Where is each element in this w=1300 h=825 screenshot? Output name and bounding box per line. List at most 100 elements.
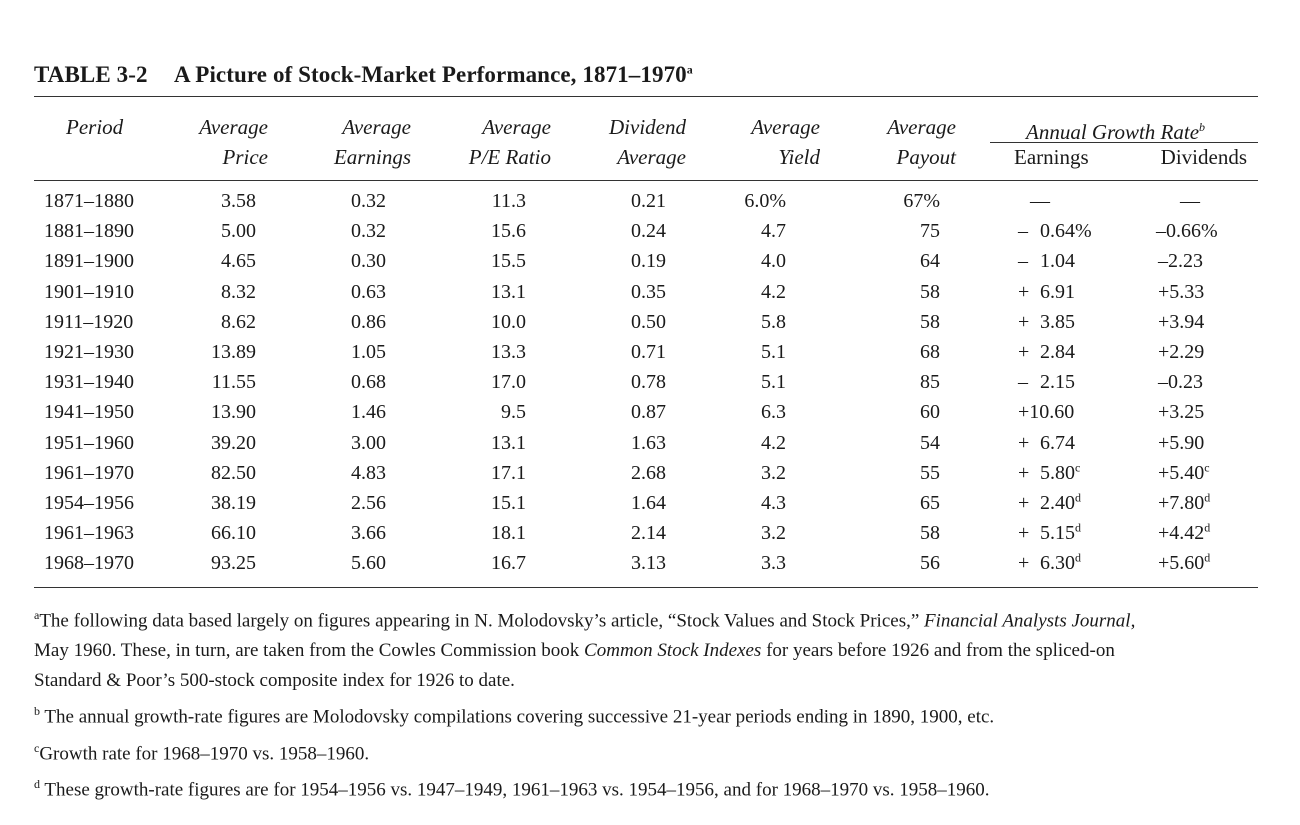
header-period-label: Period bbox=[66, 115, 124, 139]
cell-pe: 15.5 bbox=[491, 250, 526, 273]
cell-earnings-growth-sign: + bbox=[1018, 552, 1030, 575]
cell-earnings-growth-value: 3.85 bbox=[1040, 310, 1075, 333]
cell-earnings-growth-note: d bbox=[1075, 490, 1081, 505]
cell-dividend-growth-value: +3.94 bbox=[1158, 310, 1205, 333]
table-row: 1921–1930 13.89 1.05 13.3 0.71 5.1 68 +2.84 +2.2… bbox=[0, 337, 1300, 367]
header-growth-earnings: Earnings bbox=[1014, 142, 1089, 172]
cell-dividend: 1.64 bbox=[631, 492, 666, 514]
cell-dividend-growth: +2.29 bbox=[1158, 337, 1204, 367]
cell-payout: 64 bbox=[920, 250, 940, 273]
cell-earnings: 5.60 bbox=[351, 552, 386, 575]
cell-dividend: 0.19 bbox=[631, 250, 666, 273]
cell-earnings: 3.66 bbox=[351, 522, 386, 545]
cell-yield: 5.8 bbox=[761, 310, 786, 333]
cell-earnings-growth-value: 2.84 bbox=[1040, 341, 1075, 363]
header-payout-line1: Average bbox=[887, 115, 956, 139]
cell-dividend: 0.71 bbox=[631, 341, 666, 363]
cell-pe: 17.0 bbox=[491, 371, 526, 394]
cell-pe: 17.1 bbox=[491, 461, 526, 484]
cell-period: 1871–1880 bbox=[44, 190, 134, 212]
cell-earnings-growth: 6.30d bbox=[1040, 548, 1081, 578]
cell-earnings-growth: 2.40d bbox=[1040, 488, 1081, 518]
header-price-line1: Average bbox=[199, 115, 268, 139]
cell-earnings-growth: 0.64% bbox=[1040, 216, 1092, 246]
cell-dividend-growth-note: d bbox=[1204, 520, 1211, 535]
header-dividend-line2: Average bbox=[617, 145, 686, 169]
table-row: 1891–1900 4.65 0.30 15.5 0.19 4.0 64 –1.04 –2.23 bbox=[0, 246, 1300, 276]
cell-earnings-growth-value: 2.15 bbox=[1040, 371, 1075, 394]
cell-earnings-growth-sign: + bbox=[1018, 492, 1030, 514]
table-title: TABLE 3-2 A Picture of Stock-Market Perfo… bbox=[34, 62, 693, 88]
cell-dividend-growth: +4.42d bbox=[1158, 518, 1210, 548]
cell-earnings-growth: 6.74 bbox=[1040, 428, 1075, 458]
cell-price: 11.55 bbox=[211, 371, 256, 394]
cell-price: 39.20 bbox=[211, 431, 256, 454]
cell-period: 1941–1950 bbox=[44, 401, 134, 424]
cell-price: 13.89 bbox=[211, 341, 256, 363]
cell-dividend-growth-value: +5.40 bbox=[1158, 461, 1205, 484]
cell-payout: 58 bbox=[920, 280, 940, 303]
footnote-a-text2: May 1960. These, in turn, are taken from… bbox=[34, 640, 585, 662]
cell-earnings-growth: 3.85 bbox=[1040, 307, 1075, 337]
cell-earnings: 0.68 bbox=[351, 371, 386, 394]
cell-dividend: 1.63 bbox=[631, 431, 666, 454]
cell-dividend-growth: +7.80d bbox=[1158, 488, 1210, 518]
cell-earnings: 3.00 bbox=[351, 431, 386, 454]
cell-earnings: 1.46 bbox=[351, 401, 386, 424]
cell-dividend: 0.78 bbox=[631, 371, 666, 394]
header-rule bbox=[34, 180, 1258, 181]
top-rule bbox=[34, 96, 1258, 97]
cell-earnings-growth-value: 5.80 bbox=[1040, 461, 1075, 484]
cell-price: 8.62 bbox=[221, 310, 256, 333]
cell-dividend-growth-value: +3.25 bbox=[1158, 401, 1205, 424]
cell-dividend-growth-value: +5.90 bbox=[1158, 431, 1205, 454]
cell-dividend-growth: +5.90 bbox=[1158, 428, 1204, 458]
cell-period: 1891–1900 bbox=[44, 250, 134, 273]
cell-earnings-growth-value: 0.64% bbox=[1040, 220, 1092, 243]
table-row: 1871–1880 3.58 0.32 11.3 0.21 6.0% 67% — — bbox=[0, 186, 1300, 216]
cell-dividend: 0.35 bbox=[631, 280, 666, 303]
cell-dividend: 2.68 bbox=[631, 461, 666, 484]
cell-yield: 4.7 bbox=[761, 220, 786, 243]
footnote-c-marker: c bbox=[34, 740, 40, 755]
cell-period: 1911–1920 bbox=[44, 310, 134, 333]
header-pe-line1: Average bbox=[482, 115, 551, 139]
footnote-a-line3: Standard & Poor’s 500-stock composite in… bbox=[34, 670, 515, 692]
cell-earnings-growth-value: — bbox=[1030, 190, 1050, 212]
cell-price: 8.32 bbox=[221, 280, 256, 303]
cell-period: 1951–1960 bbox=[44, 431, 134, 454]
cell-pe: 13.3 bbox=[491, 341, 526, 363]
cell-yield: 3.3 bbox=[761, 552, 786, 575]
cell-earnings: 2.56 bbox=[351, 492, 386, 514]
cell-price: 4.65 bbox=[221, 250, 256, 273]
cell-pe: 10.0 bbox=[491, 310, 526, 333]
header-yield-line2: Yield bbox=[778, 145, 820, 169]
cell-pe: 11.3 bbox=[491, 190, 526, 212]
footnote-d-marker: d bbox=[34, 776, 40, 791]
cell-earnings-growth: — bbox=[1030, 186, 1050, 216]
cell-earnings-growth-note: c bbox=[1075, 460, 1081, 475]
cell-dividend-growth: +3.94 bbox=[1158, 307, 1204, 337]
cell-pe: 18.1 bbox=[491, 522, 526, 545]
cell-yield: 4.0 bbox=[761, 250, 786, 273]
cell-price: 82.50 bbox=[211, 461, 256, 484]
table-row: 1941–1950 13.90 1.46 9.5 0.87 6.3 60 +10.60 +3.2… bbox=[0, 397, 1300, 427]
header-growth-marker: b bbox=[1199, 120, 1206, 134]
cell-earnings-growth-sign: + bbox=[1018, 310, 1030, 333]
cell-payout: 55 bbox=[920, 461, 940, 484]
header-payout-line2: Payout bbox=[896, 145, 956, 169]
cell-earnings-growth: 5.15d bbox=[1040, 518, 1081, 548]
cell-earnings-growth: 5.80c bbox=[1040, 458, 1080, 488]
header-growth-label: Annual Growth Rate bbox=[1026, 120, 1200, 144]
cell-earnings-growth-value: 5.15 bbox=[1040, 522, 1075, 545]
cell-pe: 15.6 bbox=[491, 220, 526, 243]
cell-payout: 65 bbox=[920, 492, 940, 514]
cell-pe: 16.7 bbox=[491, 552, 526, 575]
header-growth-dividends: Dividends bbox=[1140, 142, 1247, 172]
cell-yield: 4.3 bbox=[761, 492, 786, 514]
cell-pe: 13.1 bbox=[491, 280, 526, 303]
cell-payout: 75 bbox=[920, 220, 940, 243]
cell-dividend-growth-note: d bbox=[1204, 550, 1211, 565]
cell-period: 1901–1910 bbox=[44, 280, 134, 303]
footnote-c: cGrowth rate for 1968–1970 vs. 1958–1960… bbox=[34, 733, 1264, 769]
